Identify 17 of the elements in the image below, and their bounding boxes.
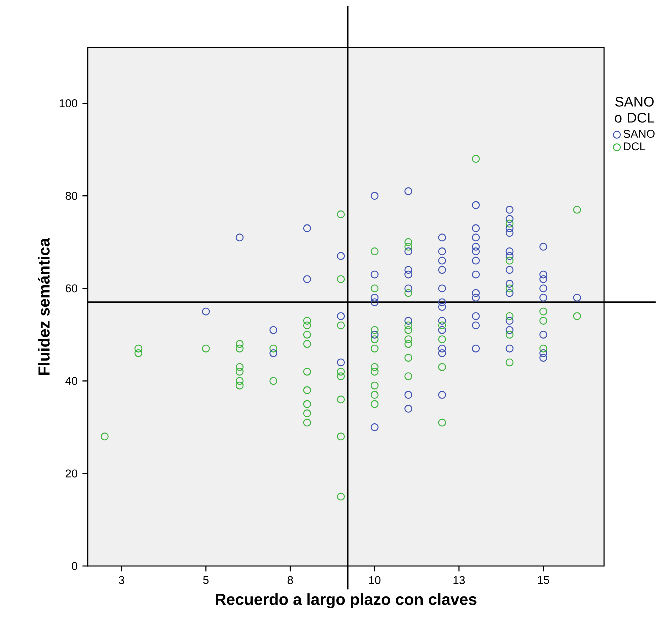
y-tick-label: 20 [66, 470, 78, 478]
legend-label: DCL [624, 142, 646, 151]
x-tick-label: 13 [454, 576, 466, 585]
y-tick-label: 0 [72, 562, 78, 570]
y-tick-label: 40 [66, 377, 78, 386]
y-tick-label: 100 [60, 100, 78, 108]
x-tick-label: 8 [288, 576, 294, 585]
x-tick-label: 15 [538, 576, 550, 584]
legend-title: SANO o DCL [615, 97, 655, 124]
x-axis-title: Recuerdo a largo plazo con claves [216, 594, 477, 609]
y-tick-label: 60 [66, 284, 78, 293]
x-tick-label: 3 [119, 576, 124, 585]
legend-label: SANO [624, 130, 655, 138]
y-tick-label: 80 [66, 192, 78, 200]
x-tick-label: 10 [369, 576, 381, 585]
x-tick-label: 5 [203, 576, 209, 584]
y-axis-title: Fluidez semántica [38, 238, 50, 376]
